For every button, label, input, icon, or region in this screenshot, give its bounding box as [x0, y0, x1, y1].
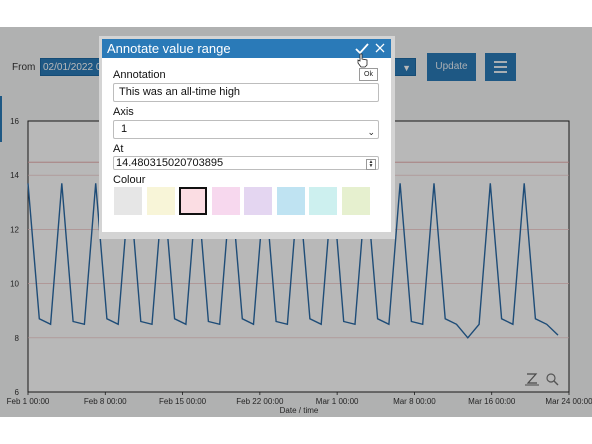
annotation-value: This was an all-time high	[119, 86, 241, 98]
y-tick-label: 6	[15, 388, 20, 397]
close-icon[interactable]	[372, 40, 388, 57]
at-label: At	[113, 143, 124, 155]
colour-swatch[interactable]	[309, 187, 337, 215]
annotation-label: Annotation	[113, 69, 166, 81]
checkmark-icon[interactable]	[354, 40, 370, 57]
axis-label: Axis	[113, 106, 134, 118]
chevron-down-icon: ⌄	[367, 127, 375, 137]
x-tick-label: Mar 24 00:00	[545, 397, 592, 406]
colour-swatch[interactable]	[244, 187, 272, 215]
from-label: From	[12, 62, 36, 73]
x-tick-label: Feb 15 00:00	[159, 397, 207, 406]
colour-label: Colour	[113, 174, 146, 186]
colour-swatch[interactable]	[179, 187, 207, 215]
y-tick-label: 14	[10, 171, 19, 180]
hand-cursor-icon	[357, 53, 368, 68]
ok-tooltip: Ok	[359, 68, 378, 81]
zoom-reset-icon[interactable]	[525, 373, 539, 386]
colour-swatch[interactable]	[276, 187, 305, 215]
colour-swatch[interactable]	[211, 187, 240, 215]
at-number-input[interactable]: 14.480315020703895 ▲ ▼	[113, 156, 379, 170]
spinner-icon[interactable]: ▲ ▼	[366, 159, 376, 170]
magnifier-icon[interactable]	[546, 373, 559, 386]
update-button[interactable]: Update	[427, 53, 476, 81]
series-line	[27, 183, 559, 339]
from-date-value: 02/01/2022 00:	[43, 62, 110, 73]
left-accent-bar	[0, 96, 2, 142]
x-tick-label: Feb 22 00:00	[236, 397, 284, 406]
x-tick-label: Mar 1 00:00	[316, 397, 359, 406]
y-tick-label: 12	[10, 225, 19, 234]
colour-swatch[interactable]	[146, 187, 175, 215]
y-tick-label: 10	[10, 280, 19, 289]
dialog-header: Annotate value range	[102, 39, 391, 58]
colour-swatch[interactable]	[114, 187, 142, 215]
colour-swatch[interactable]	[341, 187, 370, 215]
menu-button[interactable]	[485, 53, 516, 81]
chevron-down-icon: ▼	[402, 63, 411, 73]
dialog-title: Annotate value range	[107, 41, 231, 56]
axis-select[interactable]: 1 ⌄	[113, 120, 379, 139]
x-tick-label: Mar 16 00:00	[468, 397, 516, 406]
y-tick-label: 8	[15, 334, 20, 343]
x-axis-title: Date / time	[280, 406, 319, 415]
x-tick-label: Feb 1 00:00	[7, 397, 50, 406]
at-value: 14.480315020703895	[116, 157, 224, 169]
x-tick-label: Mar 8 00:00	[393, 397, 436, 406]
annotation-input[interactable]: This was an all-time high	[113, 83, 379, 102]
y-tick-label: 16	[10, 117, 19, 126]
axis-value: 1	[121, 123, 128, 135]
x-tick-label: Feb 8 00:00	[84, 397, 127, 406]
